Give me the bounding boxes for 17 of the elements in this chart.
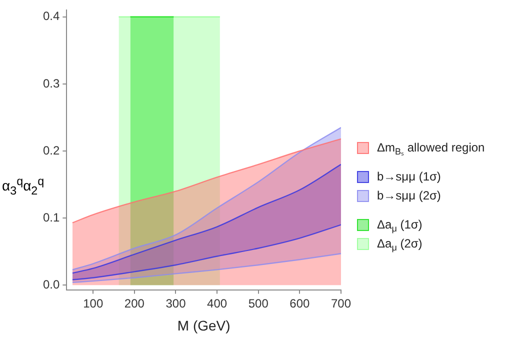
x-axis-title: M (GeV) xyxy=(177,317,230,334)
x-tick-label: 200 xyxy=(124,296,145,310)
legend-label: b→sμμ (1σ) xyxy=(377,169,441,184)
line-series xyxy=(72,224,341,280)
x-tick-label: 400 xyxy=(207,296,228,310)
x-tick-label: 700 xyxy=(330,296,352,310)
legend-label: b→sμμ (2σ) xyxy=(377,188,441,202)
line-series xyxy=(72,252,341,284)
y-tick-label: 0.2 xyxy=(42,143,60,158)
y-tick-label: 0.0 xyxy=(42,277,60,292)
y-tick-label: 0.3 xyxy=(42,76,60,90)
x-tick-label: 600 xyxy=(290,296,310,310)
y-tick-label: 0.1 xyxy=(42,210,60,224)
y-tick-label: 0.4 xyxy=(42,9,60,24)
x-tick-label: 300 xyxy=(166,296,186,310)
x-tick-label: 500 xyxy=(248,296,269,310)
x-tick-label: 100 xyxy=(83,296,104,310)
